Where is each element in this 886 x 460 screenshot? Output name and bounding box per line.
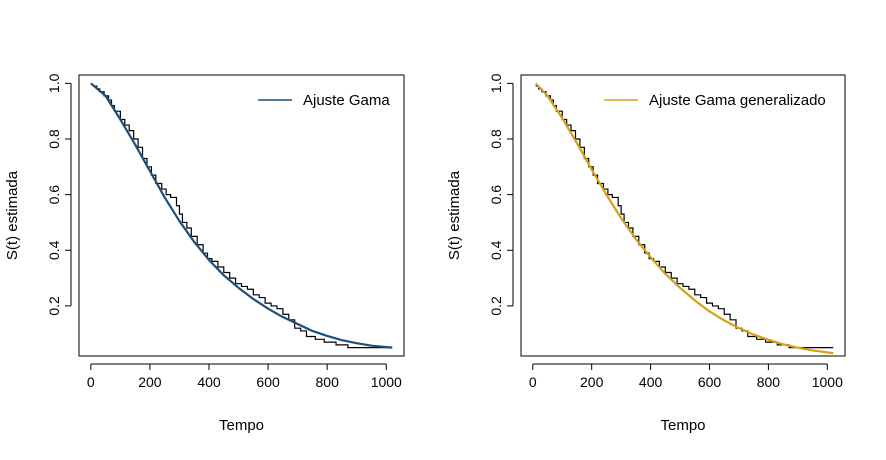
x-axis-title: Tempo: [219, 417, 264, 434]
x-tick-label: 0: [87, 374, 95, 390]
fitted-curve-line: [90, 82, 393, 349]
y-axis-title: S(t) estimada: [4, 170, 21, 260]
y-tick-label: 1.0: [488, 73, 504, 93]
y-axis-title: S(t) estimada: [446, 170, 463, 260]
x-tick-label: 1000: [371, 374, 402, 390]
legend-label: Ajuste Gama: [303, 92, 390, 109]
x-tick-label: 200: [580, 374, 604, 390]
km-step-line: [535, 85, 834, 349]
x-tick-label: 400: [197, 374, 221, 390]
plot-frame: [520, 74, 846, 357]
y-tick-label: 0.8: [46, 129, 62, 149]
y-tick-label: 0.4: [46, 240, 62, 260]
x-tick-label: 800: [757, 374, 781, 390]
legend-label: Ajuste Gama generalizado: [649, 92, 826, 109]
y-tick-label: 0.2: [46, 296, 62, 316]
x-tick-label: 800: [316, 374, 340, 390]
plot-frame: [78, 74, 405, 357]
x-tick-label: 600: [256, 374, 280, 390]
km-step-line: [93, 85, 393, 349]
y-tick-label: 0.6: [46, 185, 62, 205]
y-tick-label: 0.8: [488, 129, 504, 149]
x-tick-label: 200: [138, 374, 162, 390]
x-tick-label: 0: [529, 374, 537, 390]
y-tick-label: 0.4: [488, 240, 504, 260]
right-chart-panel: 0 200 400 600 800 1000 0.2 0.4 0.6 0.8 1.0 Tempo S(t…: [446, 73, 846, 434]
left-chart-panel: 0 200 400 600 800 1000 0.2 0.4 0.6 0.8 1.0 Tempo S(t…: [4, 73, 405, 434]
fitted-curve-line: [534, 82, 834, 355]
x-axis-title: Tempo: [660, 417, 705, 434]
y-tick-label: 1.0: [46, 73, 62, 93]
y-tick-label: 0.6: [488, 185, 504, 205]
y-tick-label: 0.2: [488, 296, 504, 316]
x-tick-label: 600: [698, 374, 722, 390]
x-tick-label: 400: [639, 374, 663, 390]
x-tick-label: 1000: [812, 374, 843, 390]
